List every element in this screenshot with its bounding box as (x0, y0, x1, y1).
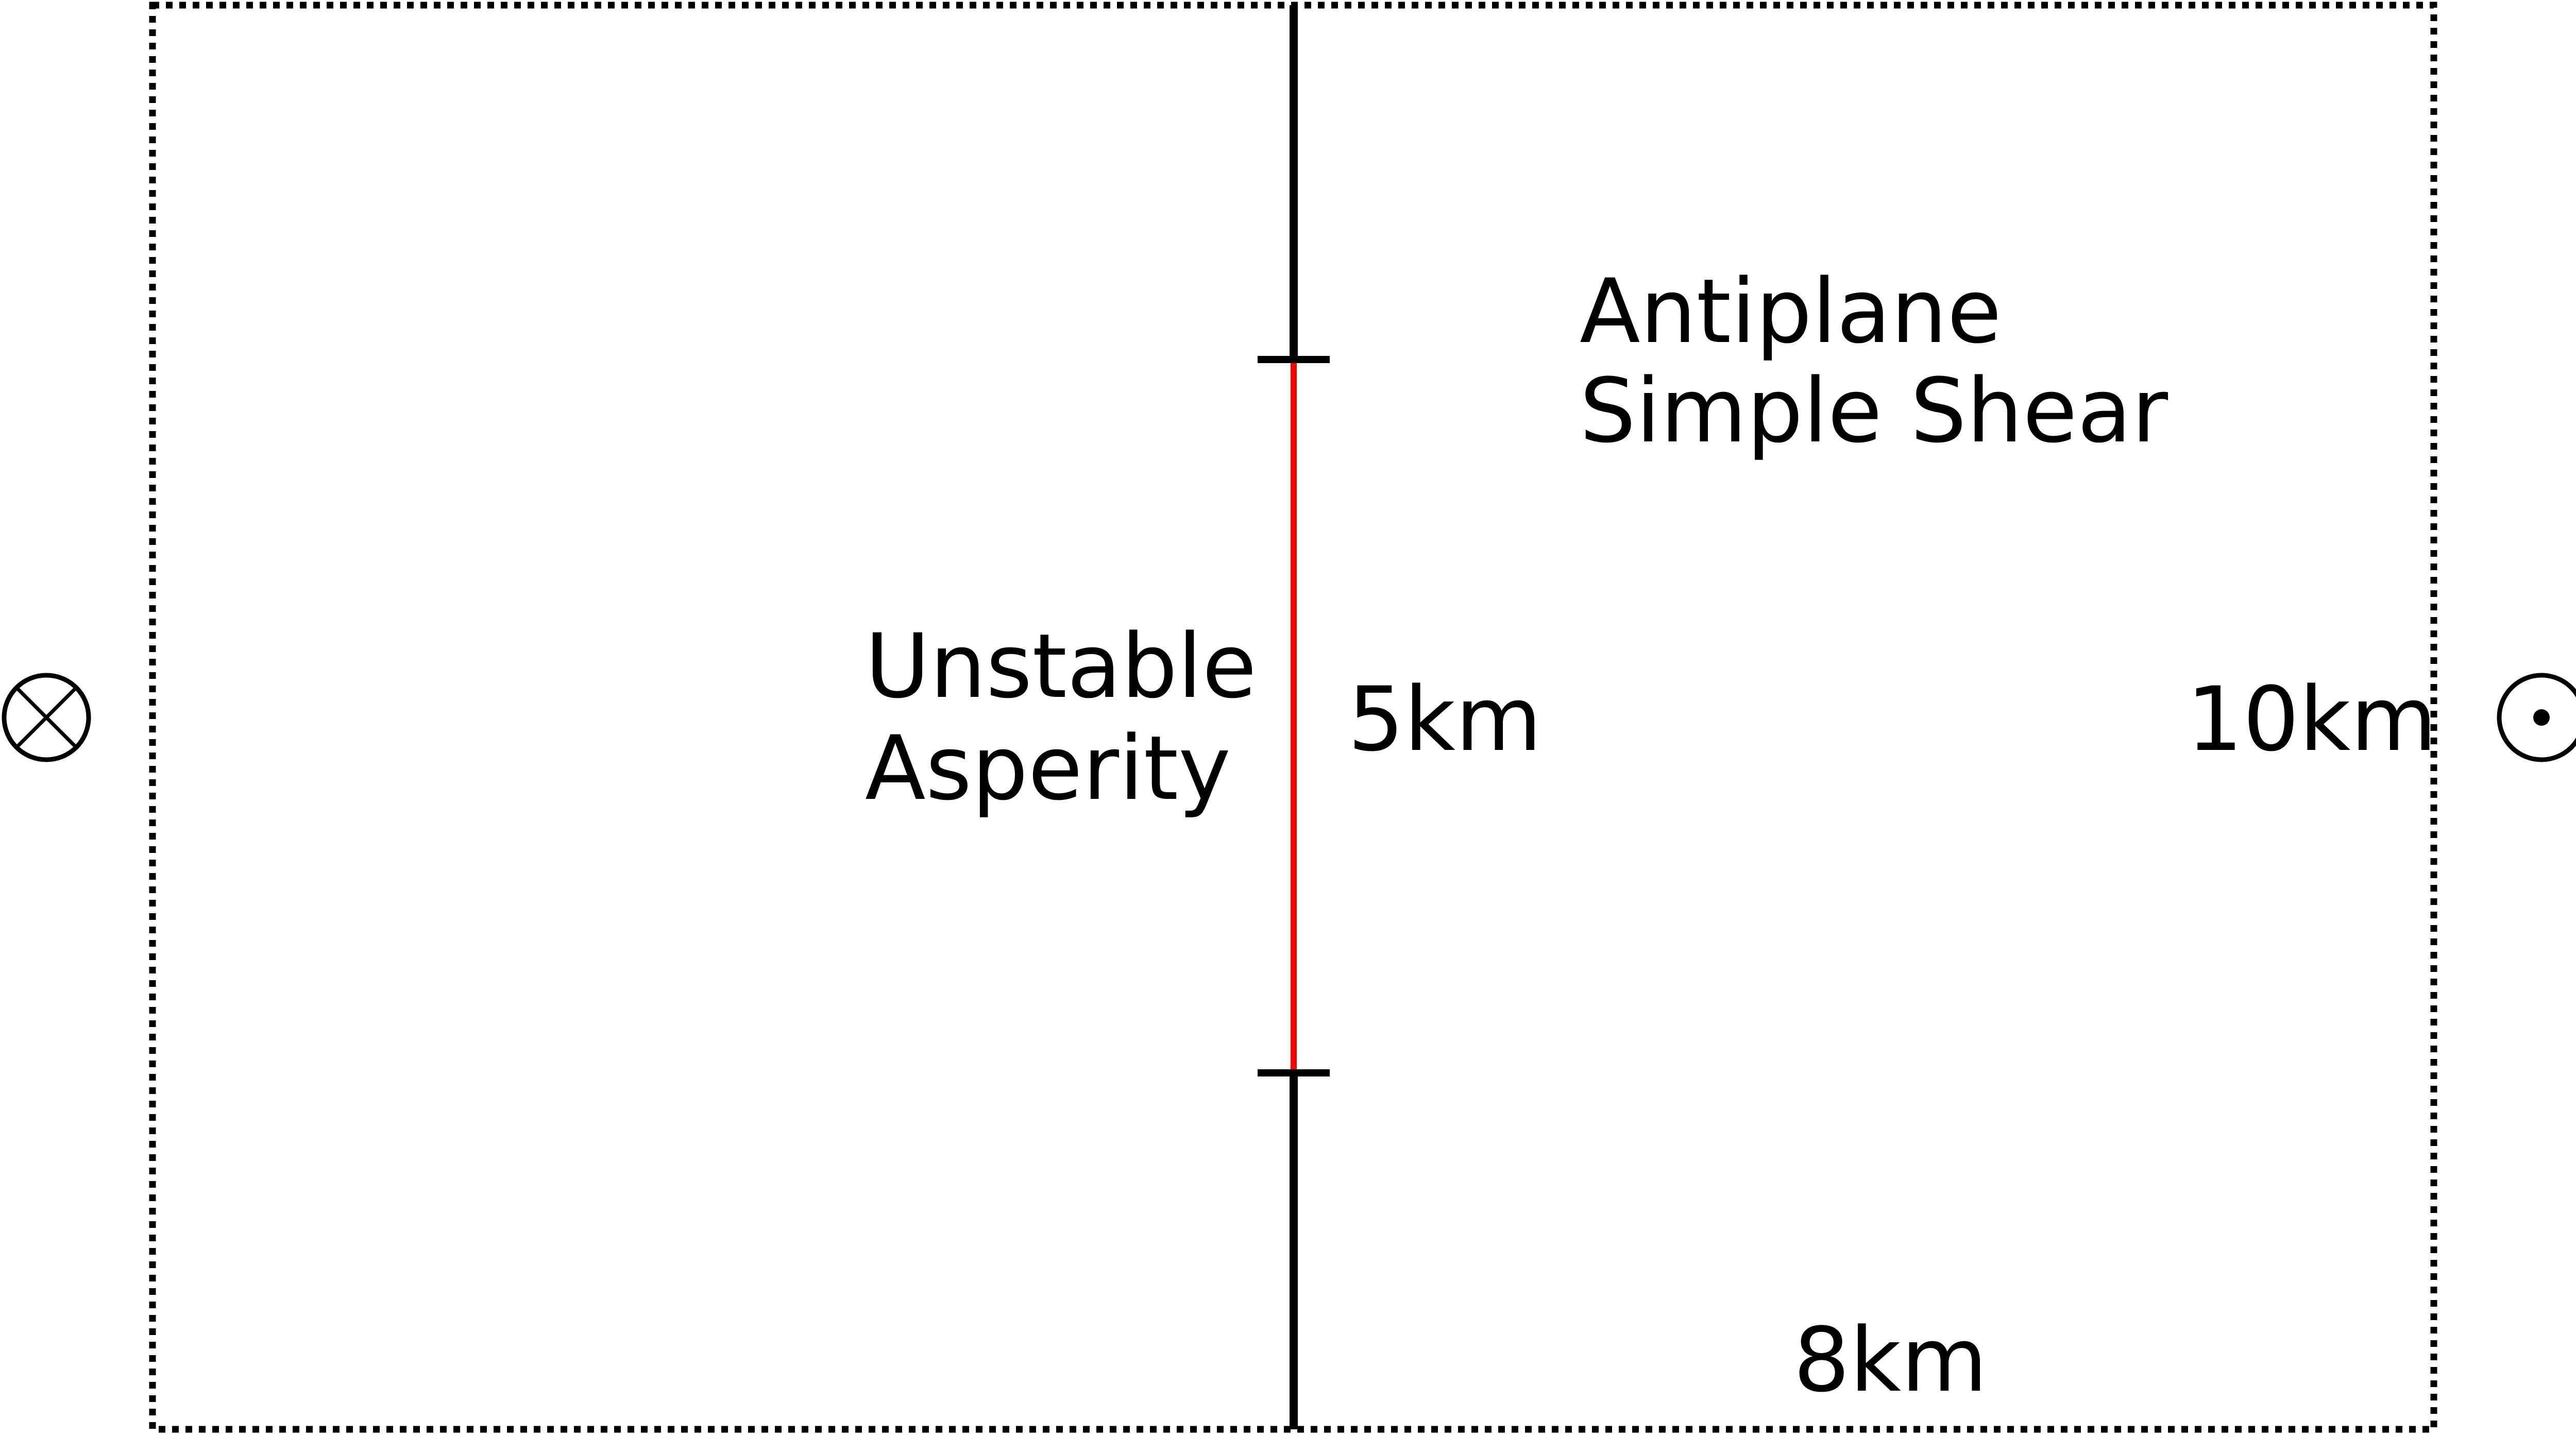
domain-width-label: 8km (1793, 1308, 1988, 1412)
domain-height-label: 10km (2187, 668, 2437, 771)
shear-label-line1: Antiplane (1580, 260, 2002, 363)
asperity-length-label: 5km (1348, 668, 1542, 771)
out-of-page-dot-icon (2497, 673, 2576, 762)
asperity-label-line1: Unstable (865, 614, 1257, 718)
into-page-cross-icon (2, 673, 91, 762)
asperity-label-line2: Asperity (865, 716, 1231, 820)
shear-label-line2: Simple Shear (1580, 359, 2168, 463)
